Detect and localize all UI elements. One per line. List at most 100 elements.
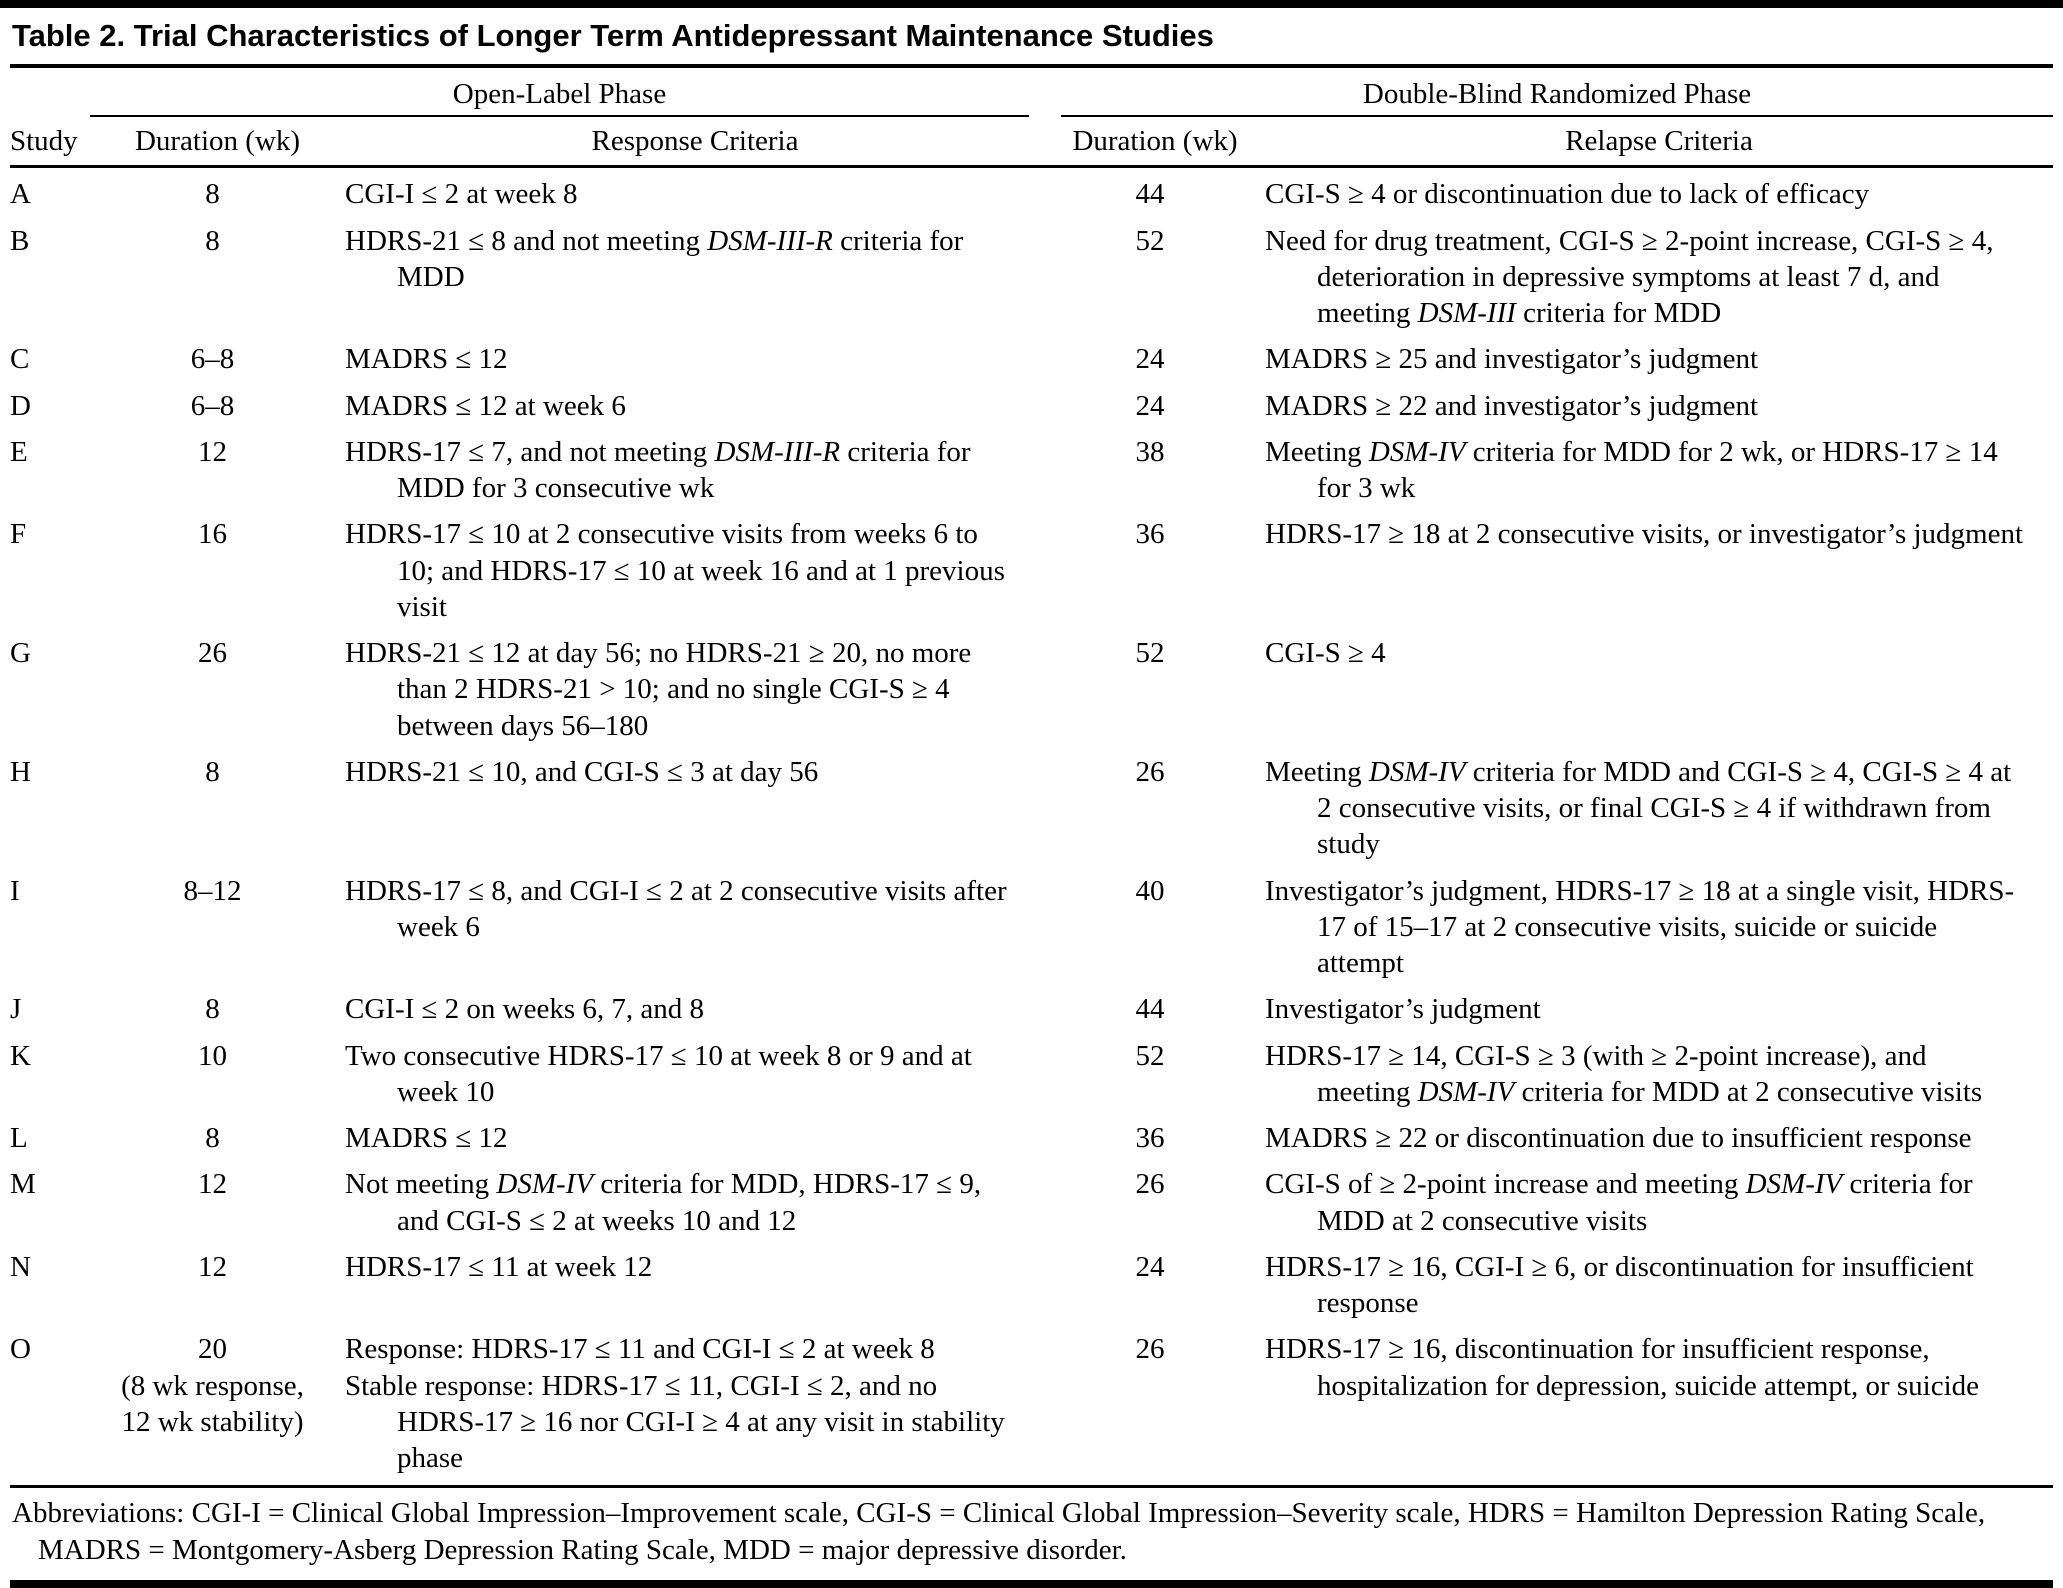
text-line: 44 [1135, 993, 1165, 1026]
double-blind-duration-cell: 44 [1045, 990, 1265, 1036]
text-line: HDRS-17 ≥ 16, CGI-I ≥ 6, or discontinuat… [1265, 1250, 1974, 1319]
study-id-cell: F [10, 515, 90, 634]
text-line: 8 [205, 755, 220, 788]
open-label-duration-cell: 8 [90, 1119, 345, 1165]
table-row: N 12 HDRS-17 ≤ 11 at week 12 24 HDRS-17 … [10, 1248, 2053, 1331]
text-line: 24 [1135, 1250, 1165, 1283]
double-blind-phase-header-cell: Double-Blind Randomized Phase [1045, 68, 2053, 117]
table-row: J 8 CGI-I ≤ 2 on weeks 6, 7, and 8 44 In… [10, 990, 2053, 1036]
text-line: 36 [1135, 518, 1165, 551]
response-criteria-cell: HDRS-17 ≤ 7, and not meeting DSM-III-R c… [345, 433, 1045, 516]
double-blind-duration-cell: 24 [1045, 1248, 1265, 1331]
relapse-criteria-cell: MADRS ≥ 22 or discontinuation due to ins… [1265, 1119, 2053, 1165]
text-line: 40 [1135, 874, 1165, 907]
response-criteria-cell: HDRS-21 ≤ 12 at day 56; no HDRS-21 ≥ 20,… [345, 634, 1045, 753]
response-criteria-cell: HDRS-21 ≤ 8 and not meeting DSM-III-R cr… [345, 222, 1045, 341]
text-line: H [10, 755, 31, 788]
study-id-cell: C [10, 340, 90, 386]
open-label-duration-cell: 8 [90, 753, 345, 872]
text-line: 52 [1135, 637, 1165, 669]
response-criteria-cell: Two consecutive HDRS-17 ≤ 10 at week 8 o… [345, 1037, 1045, 1120]
open-label-duration-cell: 16 [90, 515, 345, 634]
study-id-cell: M [10, 1165, 90, 1248]
text-line: CGI-I ≤ 2 on weeks 6, 7, and 8 [345, 993, 705, 1026]
open-label-duration-cell: 8 [90, 990, 345, 1036]
text-line: Meeting DSM-IV criteria for MDD and CGI-… [1265, 755, 2012, 861]
text-line: 36 [1135, 1122, 1165, 1154]
double-blind-phase-label: Double-Blind Randomized Phase [1061, 76, 2053, 117]
response-criteria-cell: MADRS ≤ 12 [345, 340, 1045, 386]
text-line: 8 [205, 1122, 220, 1154]
table-row: C 6–8 MADRS ≤ 12 24 MADRS ≥ 25 and inves… [10, 340, 2053, 386]
text-line: 12 [198, 1250, 227, 1283]
table-row: G 26 HDRS-21 ≤ 12 at day 56; no HDRS-21 … [10, 634, 2053, 753]
footnote-text: Abbreviations: CGI-I = Clinical Global I… [12, 1497, 1986, 1566]
double-blind-duration-cell: 26 [1045, 753, 1265, 872]
text-line: MADRS ≥ 22 or discontinuation due to ins… [1265, 1122, 1972, 1154]
study-id-cell: D [10, 387, 90, 433]
text-line: D [10, 389, 31, 422]
response-criteria-cell: MADRS ≤ 12 at week 6 [345, 387, 1045, 433]
relapse-criteria-cell: CGI-S ≥ 4 or discontinuation due to lack… [1265, 167, 2053, 222]
relapse-criteria-cell: HDRS-17 ≥ 14, CGI-S ≥ 3 (with ≥ 2-point … [1265, 1037, 2053, 1120]
relapse-criteria-cell: MADRS ≥ 22 and investigator’s judgment [1265, 387, 2053, 433]
text-line: Response: HDRS-17 ≤ 11 and CGI-I ≤ 2 at … [345, 1333, 935, 1366]
text-line: Not meeting DSM-IV criteria for MDD, HDR… [345, 1168, 982, 1237]
text-line: 20 [198, 1333, 227, 1366]
table-row: B 8 HDRS-21 ≤ 8 and not meeting DSM-III-… [10, 222, 2053, 341]
text-line: 16 [198, 518, 227, 551]
text-line: HDRS-21 ≤ 12 at day 56; no HDRS-21 ≥ 20,… [345, 637, 972, 742]
study-id-cell: I [10, 872, 90, 991]
text-line: Investigator’s judgment, HDRS-17 ≥ 18 at… [1265, 874, 2015, 980]
double-blind-duration-cell: 26 [1045, 1165, 1265, 1248]
text-line: 38 [1135, 435, 1165, 468]
text-line: Need for drug treatment, CGI-S ≥ 2-point… [1265, 224, 1994, 330]
text-line: MADRS ≤ 12 at week 6 [345, 389, 626, 422]
text-line: 6–8 [190, 389, 235, 422]
open-label-duration-cell: 8 [90, 167, 345, 222]
text-line: MADRS ≥ 25 and investigator’s judgment [1265, 343, 1759, 376]
table-row: F 16 HDRS-17 ≤ 10 at 2 consecutive visit… [10, 515, 2053, 634]
relapse-criteria-cell: Need for drug treatment, CGI-S ≥ 2-point… [1265, 222, 2053, 341]
study-id-cell: K [10, 1037, 90, 1120]
text-line: I [10, 874, 20, 907]
trial-characteristics-table: Open-Label Phase Double-Blind Randomized… [10, 68, 2053, 1486]
double-blind-duration-cell: 44 [1045, 167, 1265, 222]
text-line: 24 [1135, 343, 1165, 376]
text-line: B [10, 224, 30, 257]
study-id-cell: J [10, 990, 90, 1036]
text-line: 52 [1135, 1039, 1165, 1072]
text-line: N [10, 1250, 31, 1283]
phase-header-row: Open-Label Phase Double-Blind Randomized… [10, 68, 2053, 117]
open-label-duration-cell: 12 [90, 433, 345, 516]
text-line: HDRS-21 ≤ 8 and not meeting DSM-III-R cr… [345, 224, 964, 293]
text-line: 12 [198, 435, 227, 468]
column-header-row: Study Duration (wk) Response Criteria Du… [10, 117, 2053, 169]
open-label-duration-cell: 6–8 [90, 340, 345, 386]
text-line: HDRS-17 ≥ 16, discontinuation for insuff… [1265, 1333, 1980, 1402]
text-line: E [10, 435, 28, 468]
double-blind-duration-cell: 26 [1045, 1330, 1265, 1485]
text-line: Investigator’s judgment [1265, 993, 1541, 1026]
open-label-duration-cell: 6–8 [90, 387, 345, 433]
response-criteria-cell: MADRS ≤ 12 [345, 1119, 1045, 1165]
table-row: E 12 HDRS-17 ≤ 7, and not meeting DSM-II… [10, 433, 2053, 516]
response-criteria-cell: Response: HDRS-17 ≤ 11 and CGI-I ≤ 2 at … [345, 1330, 1045, 1485]
response-criteria-cell: Not meeting DSM-IV criteria for MDD, HDR… [345, 1165, 1045, 1248]
study-column-header: Study [10, 117, 90, 169]
table-row: L 8 MADRS ≤ 12 36 MADRS ≥ 22 or disconti… [10, 1119, 2053, 1165]
text-line: A [10, 178, 31, 211]
double-blind-duration-cell: 24 [1045, 340, 1265, 386]
text-line: CGI-S ≥ 4 or discontinuation due to lack… [1265, 178, 1870, 211]
table-row: M 12 Not meeting DSM-IV criteria for MDD… [10, 1165, 2053, 1248]
text-line: 44 [1135, 178, 1165, 211]
text-line: O [10, 1333, 31, 1366]
text-line: 12 wk stability) [121, 1405, 304, 1438]
open-label-phase-header-cell: Open-Label Phase [90, 68, 1045, 117]
open-label-duration-cell: 8–12 [90, 872, 345, 991]
text-line: K [10, 1039, 31, 1072]
text-line: Stable response: HDRS-17 ≤ 11, CGI-I ≤ 2… [345, 1369, 1005, 1475]
text-line: HDRS-17 ≤ 10 at 2 consecutive visits fro… [345, 518, 1005, 623]
response-criteria-cell: CGI-I ≤ 2 at week 8 [345, 167, 1045, 222]
